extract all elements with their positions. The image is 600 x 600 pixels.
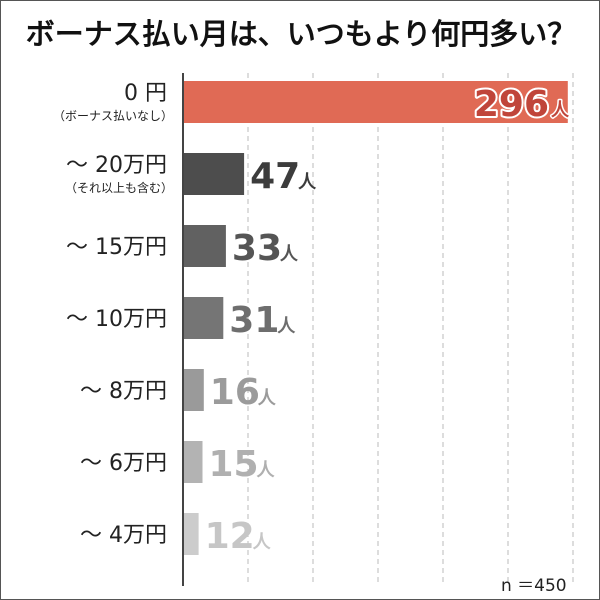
category-label: ～ 10万円 — [66, 307, 167, 332]
bar — [183, 225, 226, 267]
sample-size-note: n ＝450 — [501, 576, 567, 596]
value-unit: 人 — [257, 460, 276, 481]
category-label: ～ 6万円 — [80, 451, 167, 476]
value-label: 12 — [205, 516, 255, 557]
value-label: 33 — [232, 228, 282, 269]
value-label: 16 — [210, 372, 260, 413]
bar — [183, 81, 568, 123]
category-label: ～ 20万円 — [66, 153, 167, 178]
value-unit: 人 — [280, 244, 299, 265]
value-unit: 人 — [551, 100, 570, 121]
chart-title: ボーナス払い月は、いつもより何円多い？ — [25, 17, 577, 51]
category-label: 0 円 — [124, 81, 167, 106]
category-sublabel: （それ以上も含む） — [65, 180, 173, 195]
value-unit: 人 — [258, 388, 277, 409]
value-unit: 人 — [298, 172, 317, 193]
bar — [183, 441, 203, 483]
value-label: 296 — [474, 84, 549, 125]
bar — [183, 297, 224, 339]
bar — [183, 513, 199, 555]
value-unit: 人 — [277, 316, 296, 337]
category-label: ～ 8万円 — [80, 379, 167, 404]
bar — [183, 369, 204, 411]
value-label: 47 — [250, 156, 300, 197]
value-label: 15 — [209, 444, 259, 485]
value-label: 31 — [229, 300, 279, 341]
bar — [183, 153, 245, 195]
category-label: ～ 4万円 — [80, 523, 167, 548]
value-unit: 人 — [253, 532, 272, 553]
category-label: ～ 15万円 — [66, 235, 167, 260]
category-sublabel: （ボーナス払いなし） — [53, 109, 173, 123]
